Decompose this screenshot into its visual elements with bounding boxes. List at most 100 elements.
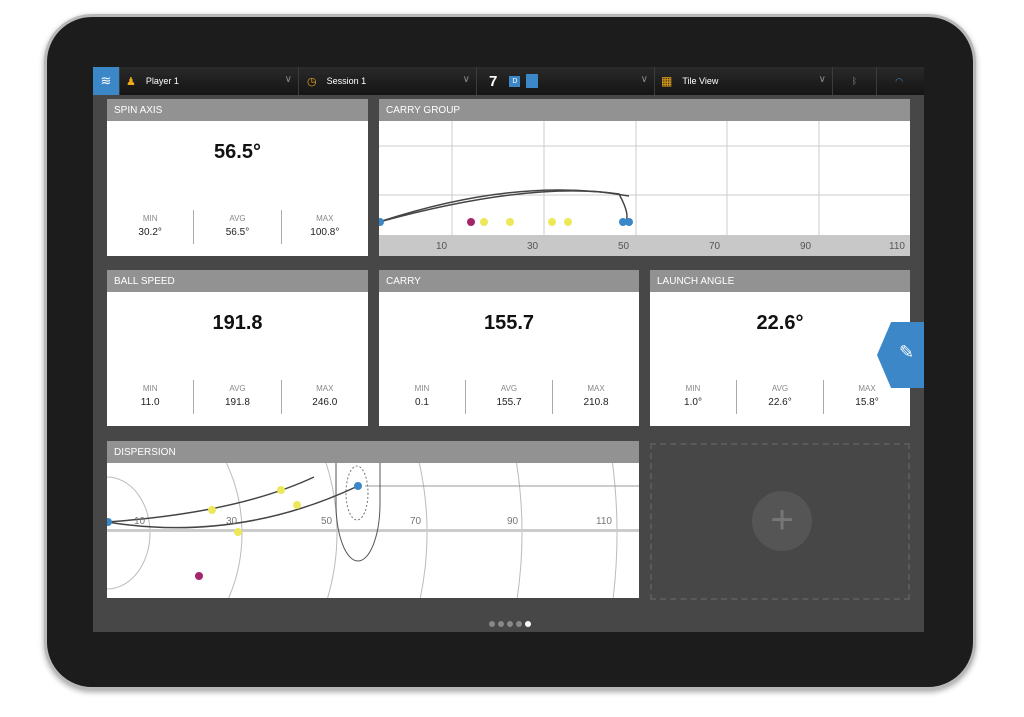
plus-icon: + — [770, 498, 794, 542]
trajectory — [378, 189, 630, 223]
tile-value: 191.8 — [212, 312, 263, 334]
stats: MIN 30.2° AVG 56.5° MAX 100.8° — [107, 210, 368, 244]
min-label: MIN — [414, 384, 430, 393]
dispersion-ellipse — [335, 463, 381, 562]
top-bar: ≋ ♟ Player 1 ∨ ◷ Session 1 ∨ 7 D ∨ ▦ Tile … — [93, 67, 924, 95]
min-value: 1.0° — [684, 397, 702, 408]
grid-icon: ▦ — [661, 74, 673, 88]
shot-point — [564, 218, 572, 226]
view-selector[interactable]: ▦ Tile View ∨ — [655, 67, 833, 95]
shot-point — [195, 572, 203, 580]
min-value: 30.2° — [138, 227, 162, 238]
avg-label: AVG — [229, 214, 246, 223]
stats: MIN 1.0° AVG 22.6° MAX 15.8° — [650, 380, 910, 414]
bluetooth-button[interactable]: ᛒ — [833, 67, 877, 95]
player-icon: ♟ — [126, 75, 136, 88]
view-label: Tile View — [682, 76, 719, 86]
tile-launch-angle[interactable]: LAUNCH ANGLE 22.6° MIN 1.0° AVG 22.6° MAX 1… — [650, 270, 910, 426]
tile-title: CARRY — [379, 270, 639, 292]
screen: ≋ ♟ Player 1 ∨ ◷ Session 1 ∨ 7 D ∨ ▦ Tile … — [93, 67, 924, 632]
app-logo[interactable]: ≋ — [93, 67, 120, 95]
chevron-down-icon: ∨ — [640, 74, 648, 85]
tick-label: 110 — [889, 241, 905, 252]
chevron-down-icon: ∨ — [462, 74, 470, 85]
max-label: MAX — [316, 214, 334, 223]
tile-value: 56.5° — [214, 141, 261, 163]
max-value: 210.8 — [583, 397, 609, 408]
max-label: MAX — [858, 384, 876, 393]
tick-label: 70 — [709, 241, 721, 252]
session-selector[interactable]: ◷ Session 1 ∨ — [299, 67, 477, 95]
avg-value: 155.7 — [496, 397, 522, 408]
tile-ball-speed[interactable]: BALL SPEED 191.8 MIN 11.0 AVG 191.8 MAX 246… — [107, 270, 368, 426]
tile-title: CARRY GROUP — [379, 99, 910, 121]
shot-point — [293, 501, 301, 509]
page-dot[interactable] — [489, 621, 495, 627]
avg-value: 56.5° — [225, 227, 250, 238]
shot-point — [234, 528, 242, 536]
tick-label: 70 — [410, 516, 422, 527]
min-value: 11.0 — [140, 397, 160, 408]
tile-spin-axis[interactable]: SPIN AXIS 56.5° MIN 30.2° AVG 56.5° MAX 100… — [107, 99, 368, 256]
player-selector[interactable]: ♟ Player 1 ∨ — [120, 67, 299, 95]
tick-label: 110 — [596, 516, 612, 527]
add-tile-button[interactable]: + — [752, 491, 812, 551]
max-value: 100.8° — [310, 227, 340, 238]
avg-label: AVG — [229, 384, 246, 393]
trajectory — [107, 476, 315, 523]
trajectory — [107, 485, 359, 529]
avg-value: 22.6° — [768, 397, 792, 408]
dispersion-ellipse-inner — [345, 465, 369, 521]
page-dot[interactable] — [507, 621, 513, 627]
tick-label: 50 — [618, 241, 630, 252]
club-number: 7 — [489, 72, 498, 90]
min-value: 0.1 — [415, 397, 429, 408]
page-indicator — [489, 621, 531, 627]
range-ring — [107, 476, 151, 590]
bluetooth-icon: ᛒ — [851, 76, 858, 86]
avg-value: 191.8 — [224, 397, 250, 408]
tick-label: 30 — [226, 516, 238, 527]
tick-label: 90 — [507, 516, 519, 527]
tile-carry-group[interactable]: CARRY GROUP 10 30 50 70 90 110 — [376, 99, 910, 256]
dispersion-chart: 10 30 50 70 90 110 — [107, 462, 639, 598]
chevron-down-icon: ∨ — [284, 74, 292, 85]
shot-point — [619, 218, 627, 226]
tick-label: 10 — [134, 516, 146, 527]
tile-title: SPIN AXIS — [107, 99, 368, 121]
max-value: 15.8° — [855, 397, 879, 408]
tick-label: 30 — [527, 241, 539, 252]
shot-point — [354, 482, 362, 490]
page-dot-active[interactable] — [525, 621, 531, 627]
tile-dispersion[interactable]: DISPERSION 10 30 50 70 90 110 — [107, 441, 639, 598]
add-tile-slot[interactable]: + — [650, 443, 910, 600]
club-color-swatch — [526, 74, 539, 88]
session-label: Session 1 — [326, 76, 367, 86]
max-label: MAX — [316, 384, 334, 393]
wifi-button[interactable]: ◠ — [877, 67, 921, 95]
min-label: MIN — [142, 214, 158, 223]
shot-point — [208, 506, 216, 514]
pencil-icon: ✎ — [899, 342, 915, 362]
tile-value: 22.6° — [756, 312, 804, 334]
shot-point — [548, 218, 556, 226]
tile-title: DISPERSION — [107, 441, 639, 463]
club-badge: D — [509, 75, 521, 87]
tile-title: LAUNCH ANGLE — [650, 270, 910, 292]
shot-point — [625, 218, 633, 226]
shot-point — [506, 218, 514, 226]
logo-icon: ≋ — [100, 73, 112, 88]
avg-label: AVG — [771, 384, 789, 393]
max-label: MAX — [587, 384, 605, 393]
clock-icon: ◷ — [307, 75, 317, 88]
tile-carry[interactable]: CARRY 155.7 MIN 0.1 AVG 155.7 MAX 210.8 — [379, 270, 639, 426]
page-dot[interactable] — [498, 621, 504, 627]
avg-label: AVG — [500, 384, 518, 393]
wifi-icon: ◠ — [895, 75, 903, 86]
min-label: MIN — [685, 384, 701, 393]
shot-point — [277, 486, 285, 494]
page-dot[interactable] — [516, 621, 522, 627]
origin-point — [376, 218, 384, 226]
trajectory — [378, 190, 628, 223]
club-selector[interactable]: 7 D ∨ — [477, 67, 655, 95]
